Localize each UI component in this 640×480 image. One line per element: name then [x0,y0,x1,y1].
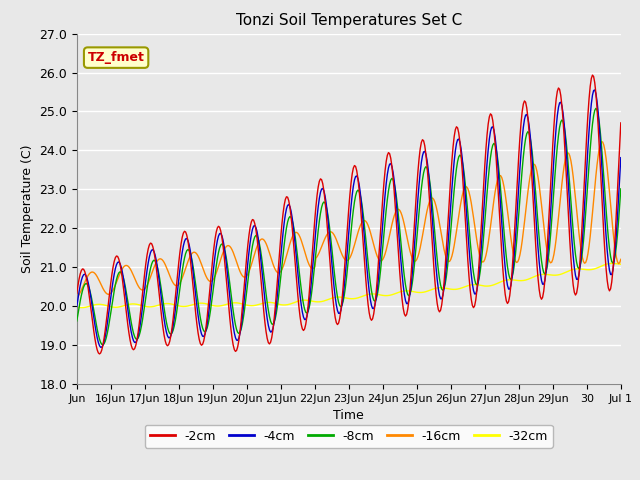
Text: TZ_fmet: TZ_fmet [88,51,145,64]
Y-axis label: Soil Temperature (C): Soil Temperature (C) [20,144,34,273]
Legend: -2cm, -4cm, -8cm, -16cm, -32cm: -2cm, -4cm, -8cm, -16cm, -32cm [145,425,553,448]
Title: Tonzi Soil Temperatures Set C: Tonzi Soil Temperatures Set C [236,13,462,28]
X-axis label: Time: Time [333,409,364,422]
